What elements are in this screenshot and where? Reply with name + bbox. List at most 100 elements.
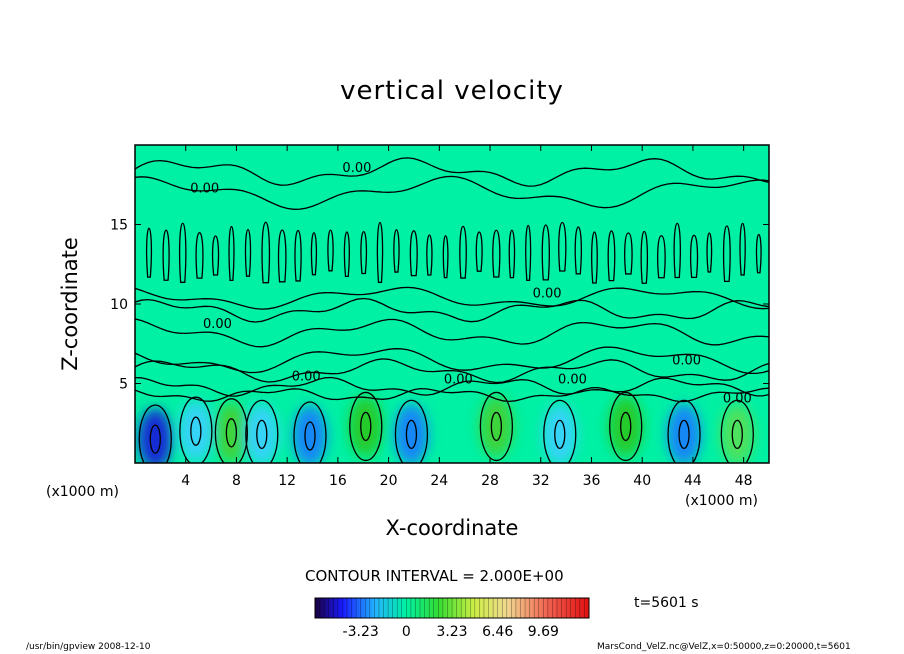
x-unit-left: (x1000 m) bbox=[46, 484, 119, 500]
contour-line bbox=[135, 175, 769, 210]
contour-loop bbox=[360, 411, 372, 442]
contour-loop bbox=[277, 229, 287, 283]
contour-interval-label: CONTOUR INTERVAL = 2.000E+00 bbox=[305, 567, 564, 585]
contour-loop bbox=[607, 230, 616, 282]
x-tick-label: 8 bbox=[232, 473, 241, 489]
colorbar-tick-label: 3.23 bbox=[436, 624, 467, 640]
contour-value-label: 0.00 bbox=[342, 161, 371, 176]
velocity-cell bbox=[479, 396, 514, 457]
contour-loop bbox=[479, 391, 514, 462]
contour-loop bbox=[574, 226, 582, 275]
contour-loop bbox=[294, 229, 302, 282]
contour-loop bbox=[211, 235, 220, 276]
x-tick-label: 36 bbox=[583, 473, 601, 489]
contour-loop bbox=[731, 419, 743, 450]
velocity-cell bbox=[178, 401, 213, 462]
contour-loop bbox=[541, 224, 550, 281]
contour-loop bbox=[558, 221, 567, 272]
contour-loop bbox=[178, 222, 187, 283]
contour-line bbox=[135, 297, 769, 323]
contour-loop bbox=[459, 225, 467, 279]
contour-line bbox=[135, 358, 769, 384]
contour-value-label: 0.00 bbox=[292, 369, 321, 384]
contour-value-label: 0.00 bbox=[723, 392, 752, 407]
contour-loop bbox=[722, 225, 731, 283]
velocity-cell bbox=[542, 404, 577, 463]
contour-loop bbox=[508, 229, 516, 279]
x-tick-label: 12 bbox=[278, 473, 296, 489]
contour-loop bbox=[138, 404, 172, 463]
x-tick-label: 16 bbox=[329, 473, 347, 489]
contour-loop bbox=[225, 418, 238, 448]
footer-source: MarsCond_VelZ.nc@VelZ,x=0:50000,z=0:2000… bbox=[597, 642, 851, 652]
contour-loop bbox=[214, 398, 249, 463]
contour-loop bbox=[492, 229, 501, 278]
velocity-cell bbox=[138, 409, 173, 463]
contour-loop bbox=[162, 229, 170, 281]
x-tick-label: 4 bbox=[181, 473, 190, 489]
contour-loop bbox=[442, 235, 449, 279]
x-tick-label: 28 bbox=[481, 473, 499, 489]
y-tick-label: 10 bbox=[110, 297, 128, 313]
velocity-cell bbox=[292, 405, 327, 463]
y-axis-label: Z-coordinate bbox=[58, 237, 82, 371]
contour-loop bbox=[145, 227, 153, 278]
contour-loop bbox=[394, 399, 429, 463]
contour-loop bbox=[667, 399, 701, 463]
contour-line bbox=[135, 318, 769, 348]
footer-program-date: /usr/bin/gpview 2008-12-10 bbox=[26, 642, 151, 652]
contour-loop bbox=[739, 222, 746, 276]
time-label: t=5601 s bbox=[634, 595, 699, 611]
contour-loop bbox=[244, 228, 252, 277]
x-axis-label: X-coordinate bbox=[385, 516, 519, 540]
contour-loop bbox=[490, 411, 503, 442]
contour-loop bbox=[755, 233, 762, 274]
contour-loop bbox=[245, 399, 279, 463]
contour-value-label: 0.00 bbox=[203, 317, 232, 332]
contour-loop bbox=[475, 231, 483, 272]
contour-loop bbox=[179, 396, 213, 463]
contour-loop bbox=[673, 222, 681, 279]
contour-loop bbox=[720, 399, 754, 463]
contour-value-label: 0.00 bbox=[533, 287, 562, 302]
colorbar-tick-label: 0 bbox=[402, 624, 411, 640]
velocity-cell bbox=[348, 396, 383, 457]
contour-loop bbox=[678, 419, 690, 450]
contour-loop bbox=[393, 229, 400, 273]
velocity-cell bbox=[720, 404, 755, 463]
contour-line bbox=[135, 286, 769, 310]
contour-loop bbox=[543, 399, 577, 463]
colorbar-tick-label: 9.69 bbox=[528, 624, 559, 640]
contour-value-label: 0.00 bbox=[672, 353, 701, 368]
contour-loop bbox=[310, 232, 318, 276]
contour-value-label: 0.00 bbox=[190, 182, 219, 197]
colorbar-tick-label: -3.23 bbox=[343, 624, 379, 640]
contour-loop bbox=[609, 391, 643, 462]
contour-loop bbox=[327, 229, 334, 272]
contour-loop bbox=[706, 232, 713, 273]
contour-loop bbox=[343, 231, 350, 278]
velocity-cell bbox=[608, 396, 643, 457]
contour-loop bbox=[228, 225, 235, 281]
colorbar-tick-label: 6.46 bbox=[482, 624, 513, 640]
contour-loop bbox=[360, 230, 368, 275]
velocity-cell bbox=[667, 404, 702, 463]
contour-loop bbox=[195, 232, 204, 279]
contour-loop bbox=[304, 421, 316, 451]
contour-loop bbox=[261, 221, 271, 284]
x-unit-right: (x1000 m) bbox=[685, 493, 758, 509]
contour-loop bbox=[525, 224, 532, 281]
x-tick-label: 32 bbox=[532, 473, 550, 489]
x-tick-label: 44 bbox=[684, 473, 702, 489]
velocity-cell bbox=[394, 404, 429, 463]
contour-loop bbox=[591, 231, 598, 284]
x-tick-label: 24 bbox=[430, 473, 448, 489]
x-tick-label: 20 bbox=[380, 473, 398, 489]
contour-loop bbox=[293, 401, 327, 463]
x-tick-label: 40 bbox=[633, 473, 651, 489]
contour-loop bbox=[624, 232, 633, 275]
y-tick-label: 5 bbox=[119, 377, 128, 393]
contour-loop bbox=[620, 411, 632, 442]
contour-loop bbox=[657, 235, 666, 279]
